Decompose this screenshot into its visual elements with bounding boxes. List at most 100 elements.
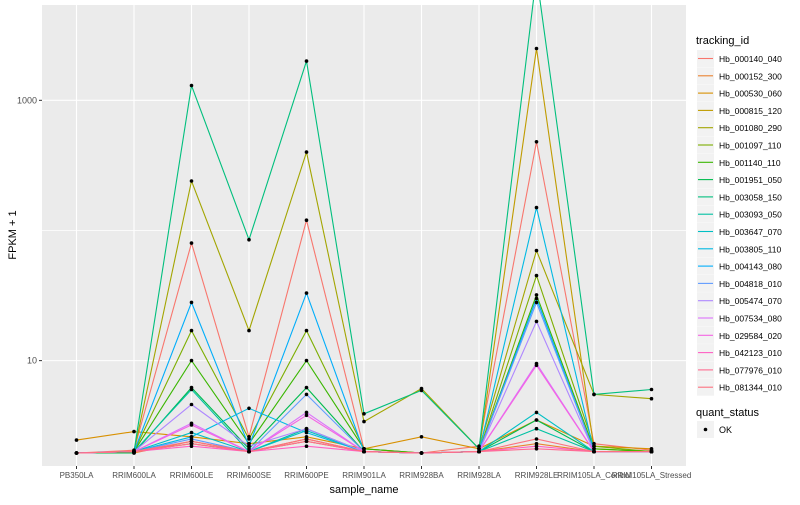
x-tick-label: RRIM105LA_Control	[557, 471, 631, 480]
data-point	[534, 447, 539, 451]
data-point	[304, 444, 309, 449]
data-point	[304, 437, 309, 441]
legend-label: Hb_081344_010	[719, 383, 782, 393]
legend-label: Hb_042123_010	[719, 348, 782, 358]
data-point	[247, 447, 251, 451]
data-point	[419, 451, 424, 455]
data-point	[304, 150, 309, 154]
data-point	[247, 406, 251, 411]
data-point	[534, 46, 539, 51]
x-tick-label: RRIM901LA	[342, 471, 386, 480]
data-point	[592, 392, 596, 397]
data-point	[189, 179, 194, 183]
x-tick-label: RRIM928LE	[515, 471, 559, 480]
data-point	[189, 83, 194, 88]
data-point	[189, 402, 194, 407]
data-point	[304, 385, 309, 390]
legend: tracking_id Hb_000140_040Hb_000152_300Hb…	[696, 35, 782, 438]
data-point	[304, 410, 309, 415]
data-point	[419, 435, 424, 439]
data-point	[189, 300, 194, 305]
legend-title: tracking_id	[696, 35, 749, 47]
data-points	[74, 46, 654, 455]
data-point	[592, 444, 596, 449]
data-point	[534, 293, 539, 297]
x-tick-label: RRIM600LA	[112, 471, 156, 480]
legend-label: Hb_001097_110	[719, 141, 782, 151]
data-point	[304, 291, 309, 295]
legend-label: Hb_007534_080	[719, 314, 782, 324]
data-point	[247, 441, 251, 446]
x-tick-label: PB350LA	[60, 471, 94, 480]
data-point	[362, 447, 366, 451]
data-point	[132, 429, 136, 434]
data-point	[304, 430, 309, 435]
legend-label: Hb_003647_070	[719, 227, 782, 237]
data-point	[534, 140, 539, 144]
data-point	[304, 59, 309, 63]
data-point	[592, 449, 596, 454]
data-point	[304, 218, 309, 222]
legend-label: Hb_004143_080	[719, 262, 782, 272]
legend-label: Hb_000815_120	[719, 106, 782, 116]
x-tick-label: RRIM600SE	[227, 471, 271, 480]
data-point	[189, 423, 194, 427]
data-point	[247, 444, 251, 449]
data-point	[477, 444, 481, 449]
legend-label: Hb_001951_050	[719, 175, 782, 185]
data-point	[534, 248, 539, 253]
x-tick-label: RRIM105LA_Stressed	[612, 471, 692, 480]
legend-label: Hb_005474_070	[719, 296, 782, 306]
legend-label: Hb_004818_010	[719, 279, 782, 289]
legend-label: Hb_000140_040	[719, 54, 782, 64]
y-tick-label: 10	[27, 356, 37, 366]
data-point	[477, 449, 481, 454]
data-point	[74, 451, 79, 455]
data-point	[534, 418, 539, 422]
legend-label: Hb_001080_290	[719, 123, 782, 133]
legend-label: Hb_001140_110	[719, 158, 781, 168]
data-point	[189, 358, 194, 363]
data-point	[189, 444, 194, 449]
data-point	[74, 438, 79, 442]
data-point	[304, 413, 309, 418]
x-axis-title: sample_name	[329, 484, 398, 496]
data-point	[649, 447, 654, 451]
data-point	[534, 296, 539, 301]
data-point	[592, 441, 596, 446]
x-tick-label: RRIM928BA	[399, 471, 444, 480]
data-point	[534, 441, 539, 446]
data-point	[247, 449, 251, 454]
data-point	[649, 449, 654, 454]
data-point	[247, 328, 251, 333]
x-axis: PB350LA RRIM600LA RRIM600LE RRIM600SE RRIM60…	[60, 466, 692, 480]
legend-label: Hb_003058_150	[719, 192, 782, 202]
data-point	[534, 319, 539, 324]
data-point	[247, 237, 251, 242]
data-point	[534, 437, 539, 441]
data-point	[304, 358, 309, 363]
data-point	[534, 426, 539, 431]
data-point	[189, 328, 194, 333]
legend-items: Hb_000140_040 Hb_000152_300 Hb_000530_060 H…	[697, 50, 782, 396]
data-point	[304, 392, 309, 397]
data-point	[534, 363, 539, 368]
data-point	[189, 439, 194, 444]
data-point	[304, 328, 309, 333]
y-axis: 10 1000	[17, 95, 42, 366]
legend-label: Hb_000530_060	[719, 89, 782, 99]
data-point	[477, 447, 481, 451]
x-tick-label: RRIM600PE	[284, 471, 328, 480]
legend-label: Hb_029584_020	[719, 331, 782, 341]
x-tick-label: RRIM928LA	[457, 471, 501, 480]
data-point	[419, 388, 424, 393]
legend-label: Hb_003805_110	[719, 244, 782, 254]
data-point	[534, 300, 539, 305]
y-tick-label: 1000	[17, 95, 37, 105]
data-point	[534, 205, 539, 210]
y-axis-title: FPKM + 1	[7, 210, 19, 259]
data-point	[304, 426, 309, 431]
data-point	[189, 387, 194, 392]
legend-label: Hb_000152_300	[719, 71, 782, 81]
point-legend-title: quant_status	[696, 407, 759, 419]
